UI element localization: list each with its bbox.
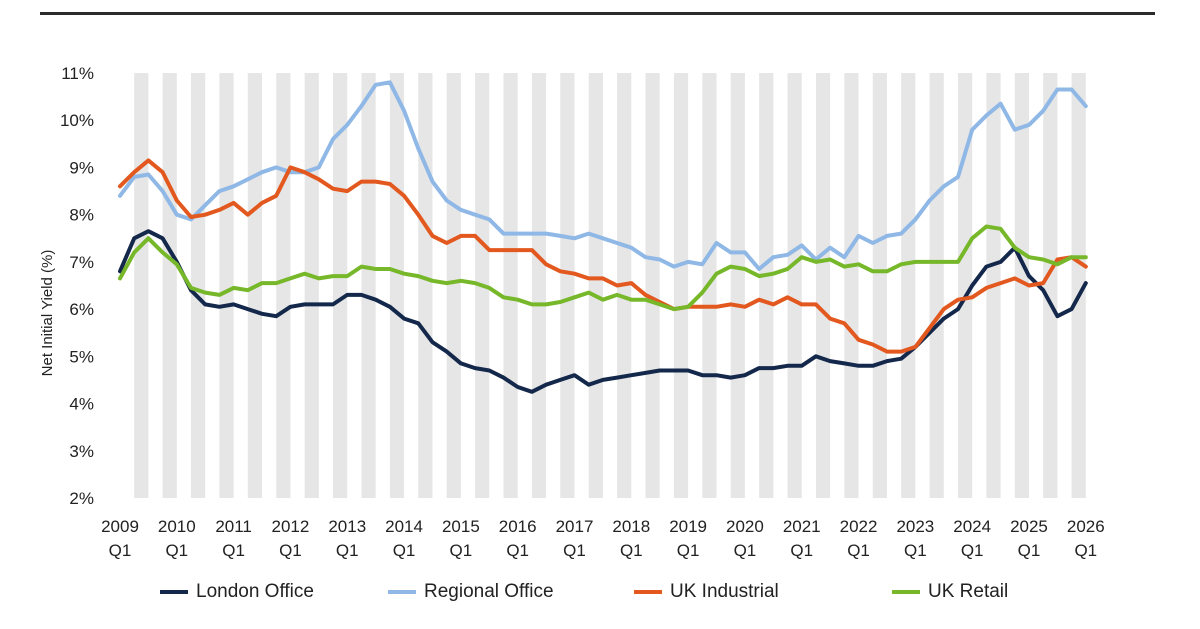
legend-swatch bbox=[892, 590, 920, 594]
legend-item: UK Retail bbox=[892, 578, 1008, 606]
legend: London Office Regional Office UK Industria… bbox=[160, 578, 1160, 606]
grid-band bbox=[361, 73, 376, 498]
grid-band bbox=[1071, 73, 1086, 498]
y-tick-label: 10% bbox=[60, 111, 94, 130]
grid-band bbox=[730, 73, 745, 498]
x-tick-quarter: Q1 bbox=[734, 541, 757, 560]
x-tick-year: 2015 bbox=[442, 517, 480, 536]
legend-label: UK Industrial bbox=[670, 581, 779, 602]
x-tick-quarter: Q1 bbox=[1074, 541, 1097, 560]
x-tick-year: 2016 bbox=[499, 517, 537, 536]
grid-bands bbox=[134, 73, 1086, 498]
y-tick-label: 9% bbox=[69, 158, 94, 177]
grid-band bbox=[560, 73, 575, 498]
y-tick-label: 5% bbox=[69, 347, 94, 366]
series-line-uk-industrial bbox=[118, 158, 1088, 354]
x-tick-quarter: Q1 bbox=[563, 541, 586, 560]
x-tick-quarter: Q1 bbox=[506, 541, 529, 560]
grid-band bbox=[389, 73, 405, 498]
y-tick-label: 2% bbox=[69, 489, 94, 508]
series-line-regional-office bbox=[118, 80, 1088, 271]
x-tick-year: 2020 bbox=[726, 517, 764, 536]
title-rule bbox=[40, 12, 1155, 15]
x-tick-quarter: Q1 bbox=[904, 541, 927, 560]
x-tick-quarter: Q1 bbox=[450, 541, 473, 560]
x-tick-quarter: Q1 bbox=[847, 541, 870, 560]
legend-label: London Office bbox=[196, 581, 314, 602]
legend-item: London Office bbox=[160, 578, 314, 606]
y-tick-label: 6% bbox=[69, 300, 94, 319]
y-tick-label: 4% bbox=[69, 395, 94, 414]
x-tick-year: 2024 bbox=[953, 517, 991, 536]
x-tick-year: 2019 bbox=[669, 517, 707, 536]
x-tick-year: 2026 bbox=[1067, 517, 1105, 536]
x-tick-year: 2012 bbox=[272, 517, 310, 536]
legend-swatch bbox=[634, 590, 662, 594]
x-tick-year: 2010 bbox=[158, 517, 196, 536]
x-tick-year: 2022 bbox=[840, 517, 878, 536]
grid-band bbox=[673, 73, 689, 498]
grid-band bbox=[1014, 73, 1029, 498]
x-tick-quarter: Q1 bbox=[279, 541, 302, 560]
y-tick-label: 11% bbox=[61, 64, 94, 83]
legend-item: Regional Office bbox=[388, 578, 554, 606]
x-tick-year: 2025 bbox=[1010, 517, 1048, 536]
x-tick-quarter: Q1 bbox=[336, 541, 359, 560]
grid-band bbox=[333, 73, 348, 498]
grid-band bbox=[531, 73, 547, 498]
legend-item: UK Industrial bbox=[634, 578, 779, 606]
grid-band bbox=[276, 73, 291, 498]
grid-band bbox=[304, 73, 319, 498]
grid-band bbox=[162, 73, 177, 498]
x-tick-year: 2018 bbox=[612, 517, 650, 536]
legend-label: UK Retail bbox=[928, 581, 1009, 602]
y-axis-label: Net Initial Yield (%) bbox=[39, 250, 56, 377]
grid-band bbox=[446, 73, 461, 498]
x-tick-quarter: Q1 bbox=[620, 541, 643, 560]
x-axis-ticks: 2009 Q1 2010 Q1 2011 Q1 2012 Q1 2013 Q1 2014 Q1 2015… bbox=[101, 517, 1105, 560]
x-tick-year: 2023 bbox=[896, 517, 934, 536]
grid-band bbox=[901, 73, 916, 498]
x-tick-quarter: Q1 bbox=[393, 541, 416, 560]
grid-band bbox=[844, 73, 859, 498]
grid-band bbox=[219, 73, 234, 498]
y-axis-ticks: 2% 3% 4% 5% 6% 7% 8% 9% 10% 11% bbox=[60, 64, 94, 508]
legend-swatch bbox=[160, 590, 188, 594]
grid-band bbox=[787, 73, 802, 498]
grid-band bbox=[1043, 73, 1058, 498]
x-tick-year: 2014 bbox=[385, 517, 423, 536]
x-tick-quarter: Q1 bbox=[222, 541, 245, 560]
x-tick-year: 2021 bbox=[783, 517, 821, 536]
x-tick-quarter: Q1 bbox=[165, 541, 188, 560]
x-tick-quarter: Q1 bbox=[1018, 541, 1041, 560]
y-tick-label: 8% bbox=[69, 206, 94, 225]
x-tick-year: 2017 bbox=[556, 517, 594, 536]
series-lines bbox=[118, 80, 1088, 394]
legend-label: Regional Office bbox=[424, 581, 554, 602]
x-tick-year: 2013 bbox=[328, 517, 366, 536]
grid-band bbox=[503, 73, 518, 498]
grid-band bbox=[957, 73, 973, 498]
grid-band bbox=[929, 73, 944, 498]
grid-band bbox=[872, 73, 887, 498]
x-tick-quarter: Q1 bbox=[109, 541, 132, 560]
grid-band bbox=[191, 73, 206, 498]
x-tick-quarter: Q1 bbox=[790, 541, 813, 560]
grid-band bbox=[759, 73, 774, 498]
grid-band bbox=[588, 73, 603, 498]
grid-band bbox=[418, 73, 433, 498]
series-line-uk-retail bbox=[118, 224, 1088, 312]
x-tick-quarter: Q1 bbox=[961, 541, 984, 560]
y-tick-label: 3% bbox=[69, 442, 94, 461]
x-tick-quarter: Q1 bbox=[677, 541, 700, 560]
x-tick-year: 2009 bbox=[101, 517, 139, 536]
x-tick-year: 2011 bbox=[215, 517, 252, 536]
grid-band bbox=[134, 73, 149, 498]
y-tick-label: 7% bbox=[69, 253, 94, 272]
grid-band bbox=[645, 73, 660, 498]
legend-swatch bbox=[388, 590, 416, 594]
grid-band bbox=[815, 73, 831, 498]
